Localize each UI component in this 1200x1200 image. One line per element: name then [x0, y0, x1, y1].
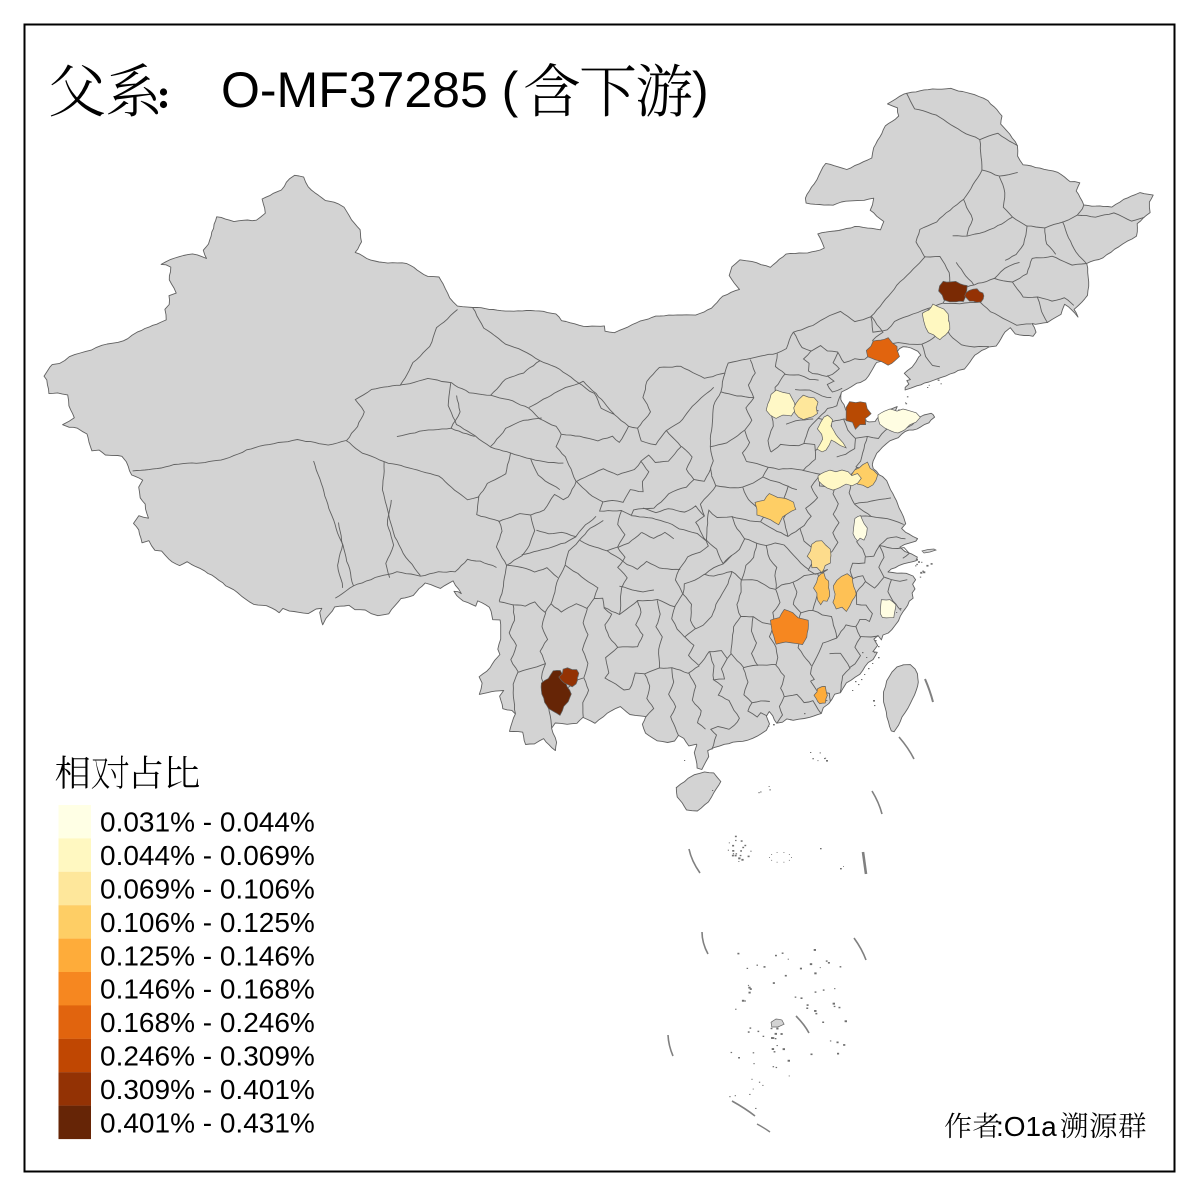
svg-text:0.309% - 0.401%: 0.309% - 0.401% — [100, 1074, 315, 1105]
svg-text:0.106% - 0.125%: 0.106% - 0.125% — [100, 907, 315, 938]
svg-text:0.246% - 0.309%: 0.246% - 0.309% — [100, 1041, 315, 1072]
svg-text:0.146% - 0.168%: 0.146% - 0.168% — [100, 974, 315, 1005]
svg-text:0.125% - 0.146%: 0.125% - 0.146% — [100, 940, 315, 971]
svg-text:0.044% - 0.069%: 0.044% - 0.069% — [100, 840, 315, 871]
svg-text:0.031% - 0.044%: 0.031% - 0.044% — [100, 807, 315, 838]
svg-text:0.069% - 0.106%: 0.069% - 0.106% — [100, 874, 315, 905]
svg-text:): ) — [692, 62, 709, 118]
svg-text:O-MF37285 (: O-MF37285 ( — [221, 62, 519, 118]
svg-text::O1a: :O1a — [996, 1111, 1057, 1142]
svg-text:0.168% - 0.246%: 0.168% - 0.246% — [100, 1007, 315, 1038]
svg-text:0.401% - 0.431%: 0.401% - 0.431% — [100, 1107, 315, 1138]
